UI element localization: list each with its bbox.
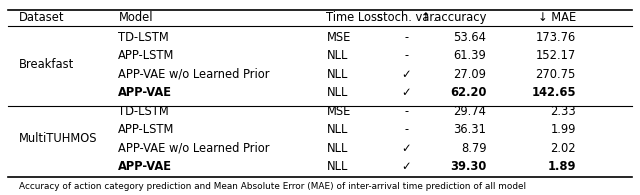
Text: NLL: NLL <box>326 160 348 173</box>
Text: Accuracy of action category prediction and Mean Absolute Error (MAE) of inter-ar: Accuracy of action category prediction a… <box>19 182 526 191</box>
Text: 1.89: 1.89 <box>547 160 576 173</box>
Text: 1.99: 1.99 <box>550 123 576 136</box>
Text: APP-LSTM: APP-LSTM <box>118 123 175 136</box>
Text: Dataset: Dataset <box>19 11 65 24</box>
Text: Time Loss: Time Loss <box>326 11 383 24</box>
Text: -: - <box>404 123 408 136</box>
Text: -: - <box>404 105 408 118</box>
Text: MSE: MSE <box>326 31 351 43</box>
Text: NLL: NLL <box>326 86 348 99</box>
Text: ↑ accuracy: ↑ accuracy <box>421 11 486 24</box>
Text: -: - <box>404 49 408 62</box>
Text: 2.02: 2.02 <box>550 142 576 155</box>
Text: ✓: ✓ <box>401 160 412 173</box>
Text: 39.30: 39.30 <box>450 160 486 173</box>
Text: stoch. var.: stoch. var. <box>376 11 436 24</box>
Text: 8.79: 8.79 <box>461 142 486 155</box>
Text: Model: Model <box>118 11 153 24</box>
Text: TD-LSTM: TD-LSTM <box>118 31 169 43</box>
Text: 29.74: 29.74 <box>454 105 486 118</box>
Text: ✓: ✓ <box>401 142 412 155</box>
Text: APP-VAE w/o Learned Prior: APP-VAE w/o Learned Prior <box>118 142 270 155</box>
Text: 2.33: 2.33 <box>550 105 576 118</box>
Text: 53.64: 53.64 <box>454 31 486 43</box>
Text: APP-VAE: APP-VAE <box>118 160 172 173</box>
Text: Breakfast: Breakfast <box>19 58 74 71</box>
Text: 270.75: 270.75 <box>536 68 576 81</box>
Text: TD-LSTM: TD-LSTM <box>118 105 169 118</box>
Text: 62.20: 62.20 <box>450 86 486 99</box>
Text: 152.17: 152.17 <box>536 49 576 62</box>
Text: ✓: ✓ <box>401 86 412 99</box>
Text: 36.31: 36.31 <box>454 123 486 136</box>
Text: -: - <box>404 31 408 43</box>
Text: NLL: NLL <box>326 123 348 136</box>
Text: 142.65: 142.65 <box>531 86 576 99</box>
Text: APP-VAE w/o Learned Prior: APP-VAE w/o Learned Prior <box>118 68 270 81</box>
Text: MSE: MSE <box>326 105 351 118</box>
Text: ✓: ✓ <box>401 68 412 81</box>
Text: NLL: NLL <box>326 49 348 62</box>
Text: NLL: NLL <box>326 142 348 155</box>
Text: APP-LSTM: APP-LSTM <box>118 49 175 62</box>
Text: 61.39: 61.39 <box>454 49 486 62</box>
Text: MultiTUHMOS: MultiTUHMOS <box>19 132 98 145</box>
Text: APP-VAE: APP-VAE <box>118 86 172 99</box>
Text: ↓ MAE: ↓ MAE <box>538 11 576 24</box>
Text: 27.09: 27.09 <box>454 68 486 81</box>
Text: NLL: NLL <box>326 68 348 81</box>
Text: 173.76: 173.76 <box>536 31 576 43</box>
